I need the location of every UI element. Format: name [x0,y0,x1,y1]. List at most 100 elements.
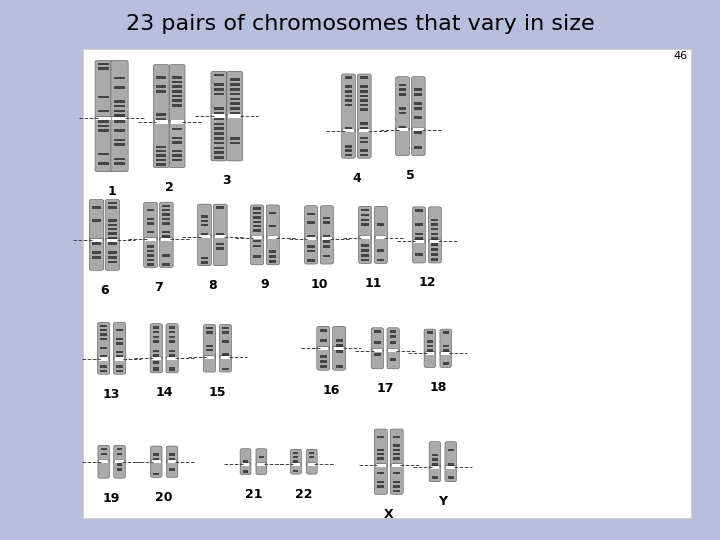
Bar [108,252,117,254]
Bar [268,236,278,239]
Bar [336,344,343,347]
Bar [294,470,299,472]
Text: 1: 1 [107,185,116,198]
FancyBboxPatch shape [166,357,179,373]
Bar [216,206,225,209]
Bar [377,485,384,488]
Bar [432,463,438,466]
Bar [156,118,166,121]
Bar [172,159,182,161]
FancyBboxPatch shape [428,240,441,263]
FancyBboxPatch shape [305,237,318,264]
Bar [252,236,262,239]
Text: 9: 9 [261,279,269,292]
Bar [163,254,171,256]
Bar [214,146,224,149]
FancyBboxPatch shape [440,352,451,367]
FancyBboxPatch shape [197,204,212,238]
FancyBboxPatch shape [211,114,227,161]
Bar [214,137,224,140]
Bar [163,263,171,266]
Bar [230,88,240,91]
Bar [117,463,122,466]
FancyBboxPatch shape [290,449,301,466]
Bar [230,107,240,110]
Bar [230,103,240,105]
Text: 23 pairs of chromosomes that vary in size: 23 pairs of chromosomes that vary in siz… [126,14,594,33]
Bar [114,130,125,132]
Bar [98,125,109,127]
Bar [399,112,406,114]
Bar [172,128,182,131]
Bar [147,245,154,248]
Bar [163,218,171,220]
FancyBboxPatch shape [359,206,372,239]
Text: 3: 3 [222,174,231,187]
Bar [101,453,107,455]
Bar [431,465,439,469]
Bar [200,256,209,259]
Bar [92,256,101,259]
Bar [393,457,400,460]
FancyBboxPatch shape [166,446,178,463]
Bar [100,325,107,327]
Bar [336,339,343,342]
Bar [147,254,154,256]
Bar [393,436,400,438]
Bar [344,90,353,92]
Bar [292,463,300,466]
Bar [117,329,122,332]
Bar [323,245,330,248]
Bar [415,223,423,226]
Text: 4: 4 [352,172,361,185]
FancyBboxPatch shape [317,347,330,370]
Text: 13: 13 [103,388,120,401]
Bar [431,233,438,235]
Bar [253,240,261,242]
FancyBboxPatch shape [445,465,456,482]
Bar [200,261,209,264]
FancyBboxPatch shape [358,74,372,132]
FancyBboxPatch shape [211,71,227,118]
Bar [117,351,122,353]
Bar [344,127,353,129]
Bar [161,238,172,241]
FancyBboxPatch shape [256,449,266,466]
Bar [310,456,315,458]
Bar [390,330,397,333]
Bar [214,123,224,125]
Bar [114,100,125,103]
Bar [214,132,224,135]
Bar [392,464,402,467]
Bar [376,236,386,239]
Bar [322,237,332,240]
Bar [241,463,249,466]
Bar [360,76,368,79]
Bar [323,255,330,257]
FancyBboxPatch shape [114,460,125,478]
Bar [308,463,316,466]
Bar [222,368,229,370]
Bar [361,249,369,252]
Bar [212,114,225,118]
Bar [253,230,261,232]
Bar [320,329,327,332]
Bar [377,436,384,438]
FancyBboxPatch shape [396,128,409,156]
Bar [415,253,423,256]
Bar [214,127,224,130]
Bar [361,219,369,221]
FancyBboxPatch shape [166,460,178,477]
Bar [269,225,276,227]
Bar [253,207,261,210]
FancyBboxPatch shape [150,324,162,360]
FancyBboxPatch shape [333,326,346,350]
Bar [334,347,344,350]
FancyBboxPatch shape [390,464,403,495]
Bar [156,154,166,157]
Bar [320,360,327,363]
Bar [389,349,398,352]
FancyBboxPatch shape [266,236,279,265]
Bar [415,117,422,119]
Bar [114,120,125,123]
